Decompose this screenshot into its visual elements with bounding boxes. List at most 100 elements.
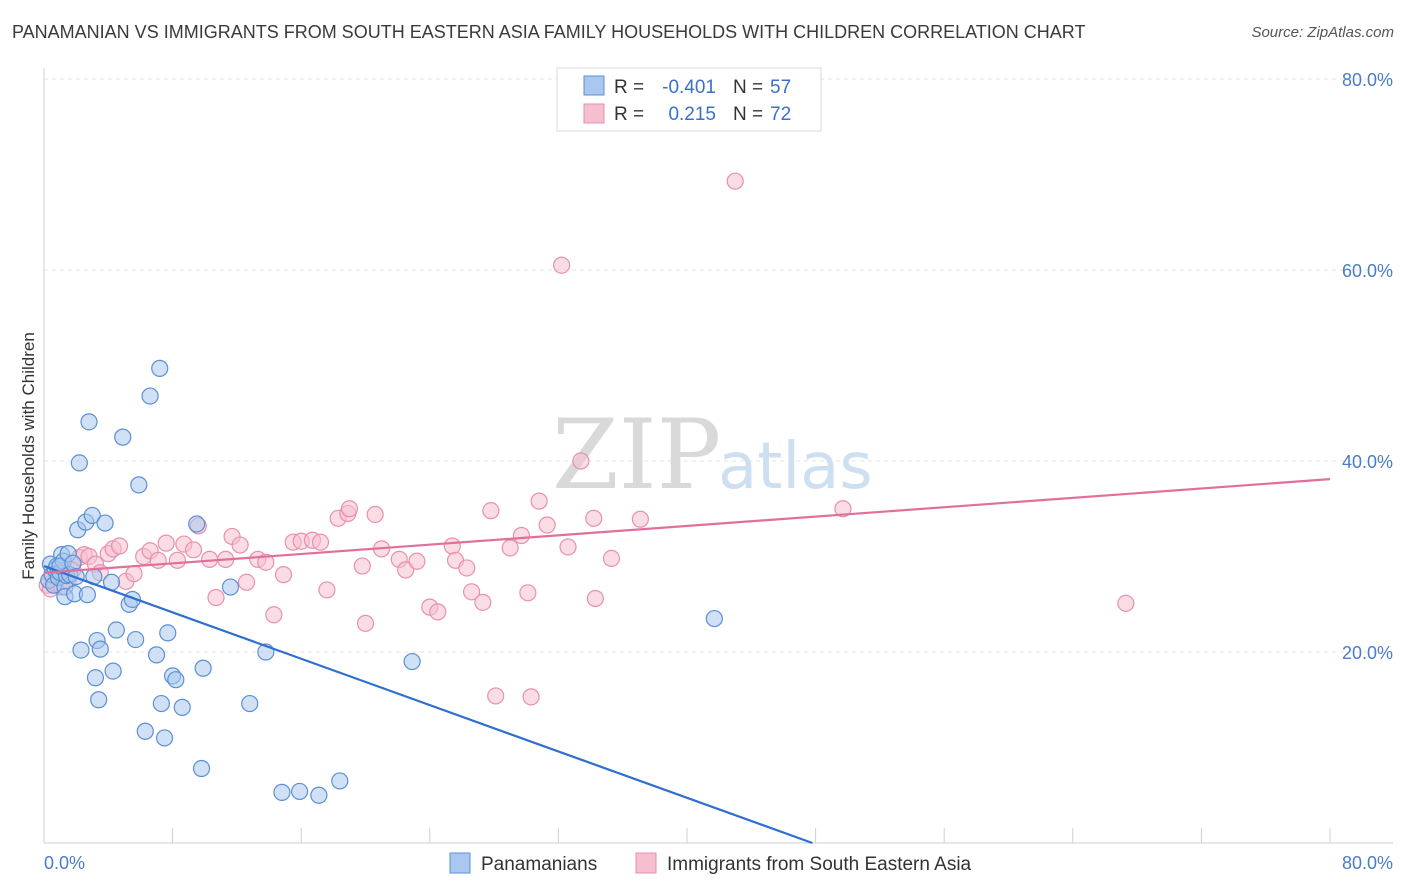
sea-immigrant-point xyxy=(257,553,275,571)
panamanian-point xyxy=(78,586,97,604)
legend-bottom-swatch-blue xyxy=(449,852,471,874)
panamanian-point xyxy=(83,506,101,525)
sea-immigrant-point xyxy=(311,533,330,551)
legend-n-label-pink: N = xyxy=(733,104,763,125)
panamanian-point xyxy=(127,630,145,649)
sea-immigrant-point xyxy=(501,539,519,557)
legend-bottom: Panamanians Immigrants from South Easter… xyxy=(449,852,972,875)
sea-immigrant-point xyxy=(274,566,293,584)
panamanian-point xyxy=(70,454,88,472)
watermark: ZIP atlas xyxy=(552,399,873,511)
y-tick-label: 20.0% xyxy=(1342,643,1393,663)
y-tick-label: 40.0% xyxy=(1342,452,1393,472)
legend-top: R = -0.401 N = 57 R = 0.215 N = 72 xyxy=(556,67,822,132)
sea-immigrant-point xyxy=(519,584,537,602)
panamanian-point xyxy=(152,694,170,713)
sea-immigrant-point xyxy=(231,536,249,554)
panamanian-point xyxy=(403,652,421,671)
panamanian-point xyxy=(104,662,122,680)
legend-swatch-blue xyxy=(583,75,605,96)
legend-bottom-label-blue: Panamanians xyxy=(481,854,597,875)
legend-r-value-blue: -0.401 xyxy=(662,77,716,98)
sea-immigrant-point xyxy=(340,500,359,518)
sea-immigrant-point xyxy=(110,537,129,555)
panamanian-point xyxy=(173,698,191,716)
sea-immigrant-point xyxy=(538,516,556,534)
sea-immigrant-point xyxy=(207,588,225,607)
sea-immigrant-point xyxy=(572,452,590,470)
x-tick-labels: 0.0% 80.0% xyxy=(44,853,1393,873)
legend-n-label-blue: N = xyxy=(733,77,763,98)
legend-n-value-blue: 57 xyxy=(770,77,791,98)
sea-immigrant-point xyxy=(237,573,256,591)
sea-immigrant-point xyxy=(487,687,505,705)
x-tick-label-max: 80.0% xyxy=(1342,853,1393,873)
sea-immigrant-point xyxy=(474,593,492,611)
watermark-atlas: atlas xyxy=(718,430,873,504)
legend-bottom-label-pink: Immigrants from South Eastern Asia xyxy=(667,854,972,875)
panamanian-point xyxy=(147,646,166,664)
sea-immigrant-point xyxy=(1117,594,1135,612)
sea-immigrant-point xyxy=(512,526,531,545)
panamanian-point xyxy=(141,387,159,405)
trend-layer xyxy=(43,478,1331,845)
sea-immigrant-point xyxy=(553,256,571,274)
panamanian-point xyxy=(290,782,309,801)
legend-swatch-pink xyxy=(583,103,605,124)
panamanian-point xyxy=(114,428,132,446)
sea-immigrant-point xyxy=(458,559,476,577)
sea-immigrant-point xyxy=(366,505,384,524)
sea-immigrant-point xyxy=(522,688,540,706)
sea-immigrant-point xyxy=(586,589,604,608)
sea-immigrant-point xyxy=(265,606,283,624)
axis-layer xyxy=(43,68,1393,844)
sea-immigrant-point xyxy=(318,581,336,599)
sea-immigrant-point xyxy=(559,538,577,556)
panamanian-point xyxy=(91,640,109,658)
panamanian-point xyxy=(273,783,291,801)
sea-immigrant-point xyxy=(356,614,375,632)
panamanian-point xyxy=(159,624,177,642)
sea-immigrant-point xyxy=(585,509,603,527)
sea-immigrant-point xyxy=(353,557,371,575)
sea-immigrant-point xyxy=(631,510,649,528)
series-blue-points xyxy=(40,359,723,804)
sea-immigrant-point xyxy=(168,551,187,569)
chart-title: PANAMANIAN VS IMMIGRANTS FROM SOUTH EAST… xyxy=(12,22,1086,42)
panamanian-point xyxy=(167,671,185,689)
sea-immigrant-point xyxy=(157,534,175,552)
panamanian-point xyxy=(96,514,114,532)
sea-immigrant-point xyxy=(443,537,461,555)
panamanian-point xyxy=(194,659,212,677)
panamanian-point xyxy=(107,621,125,639)
y-tick-labels: 20.0% 40.0% 60.0% 80.0% xyxy=(1342,70,1393,663)
panamanian-point xyxy=(221,578,240,596)
legend-r-value-pink: 0.215 xyxy=(668,104,716,125)
panamanian-point xyxy=(310,786,328,804)
legend-r-label-pink: R = xyxy=(614,104,644,125)
panamanian-point xyxy=(705,609,723,628)
chart-source: Source: ZipAtlas.com xyxy=(1251,24,1394,41)
x-tick-label-min: 0.0% xyxy=(44,853,85,873)
sea-immigrant-point xyxy=(834,500,852,518)
panamanian-point xyxy=(192,759,211,778)
panamanian-trend-line xyxy=(43,565,813,845)
panamanian-point xyxy=(72,641,90,659)
sea-immigrant-point xyxy=(482,502,500,520)
sea-immigrant-point xyxy=(530,492,548,510)
sea-immigrant-point xyxy=(462,583,481,601)
y-tick-label: 60.0% xyxy=(1342,261,1393,281)
sea-immigrant-point xyxy=(429,603,447,621)
panamanian-point xyxy=(86,669,105,687)
panamanian-point xyxy=(136,722,154,740)
legend-n-value-pink: 72 xyxy=(770,104,791,125)
panamanian-point xyxy=(241,694,259,713)
panamanian-point xyxy=(151,359,169,377)
legend-r-label-blue: R = xyxy=(614,77,644,98)
sea-immigrant-point xyxy=(184,541,203,559)
y-tick-label: 80.0% xyxy=(1342,70,1393,90)
panamanian-point xyxy=(90,691,108,709)
panamanian-point xyxy=(331,772,349,790)
panamanian-point xyxy=(188,515,206,533)
